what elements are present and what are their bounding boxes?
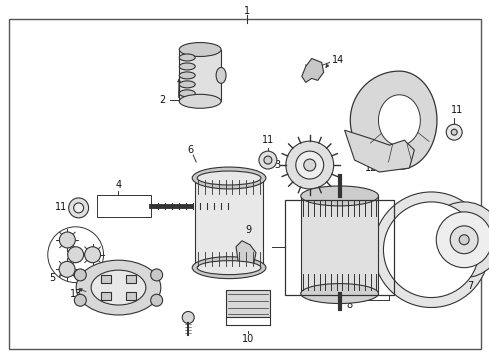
Ellipse shape: [192, 167, 266, 189]
Polygon shape: [236, 241, 256, 267]
Circle shape: [182, 311, 194, 323]
Circle shape: [259, 151, 277, 169]
Ellipse shape: [197, 261, 261, 275]
Polygon shape: [378, 95, 420, 146]
Text: 11: 11: [262, 135, 274, 145]
Bar: [126, 292, 136, 300]
Text: 8: 8: [346, 300, 353, 310]
Circle shape: [68, 247, 84, 263]
Circle shape: [450, 226, 478, 254]
Ellipse shape: [301, 186, 378, 206]
Circle shape: [446, 124, 462, 140]
Circle shape: [373, 192, 489, 307]
Bar: [179, 50, 221, 101]
Circle shape: [426, 202, 490, 278]
Text: 11: 11: [54, 202, 67, 212]
Ellipse shape: [179, 42, 221, 57]
Text: 10: 10: [242, 334, 254, 345]
Ellipse shape: [179, 90, 195, 97]
Circle shape: [304, 159, 316, 171]
Text: 13: 13: [70, 289, 82, 298]
Ellipse shape: [216, 67, 226, 84]
Text: 4: 4: [116, 180, 122, 190]
Ellipse shape: [179, 72, 195, 79]
Bar: [97, 195, 151, 217]
Text: 6: 6: [187, 145, 193, 155]
Ellipse shape: [179, 94, 221, 108]
Ellipse shape: [179, 81, 195, 88]
Text: 2: 2: [159, 95, 166, 105]
Ellipse shape: [197, 171, 261, 185]
Text: 12: 12: [366, 163, 378, 173]
Circle shape: [264, 156, 272, 164]
Circle shape: [85, 247, 100, 263]
Circle shape: [59, 261, 75, 277]
Text: 7: 7: [467, 280, 473, 291]
Ellipse shape: [301, 284, 378, 303]
Bar: [101, 292, 111, 300]
Text: 11: 11: [451, 105, 464, 115]
Bar: [195, 178, 263, 268]
Circle shape: [459, 235, 469, 245]
Circle shape: [74, 294, 86, 306]
Ellipse shape: [179, 54, 195, 61]
Ellipse shape: [91, 270, 146, 305]
Polygon shape: [350, 71, 437, 169]
Bar: [101, 275, 111, 283]
Text: 5: 5: [49, 273, 56, 283]
Polygon shape: [302, 58, 324, 82]
Circle shape: [286, 141, 334, 189]
Text: 3: 3: [275, 160, 281, 170]
Circle shape: [69, 198, 89, 218]
Bar: [285, 200, 394, 294]
Bar: [126, 275, 136, 283]
Text: 14: 14: [332, 55, 344, 66]
Bar: [301, 196, 378, 293]
Circle shape: [296, 151, 324, 179]
Circle shape: [151, 269, 163, 281]
Ellipse shape: [179, 63, 195, 70]
Polygon shape: [344, 130, 415, 172]
Circle shape: [384, 202, 479, 298]
Circle shape: [74, 269, 86, 281]
Circle shape: [151, 294, 163, 306]
Ellipse shape: [192, 257, 266, 279]
Circle shape: [74, 203, 84, 213]
Circle shape: [451, 129, 457, 135]
Bar: [226, 289, 270, 318]
Ellipse shape: [76, 260, 161, 315]
Text: 9: 9: [245, 225, 251, 235]
Text: 1: 1: [244, 6, 250, 15]
Circle shape: [59, 232, 75, 248]
Circle shape: [436, 212, 490, 268]
